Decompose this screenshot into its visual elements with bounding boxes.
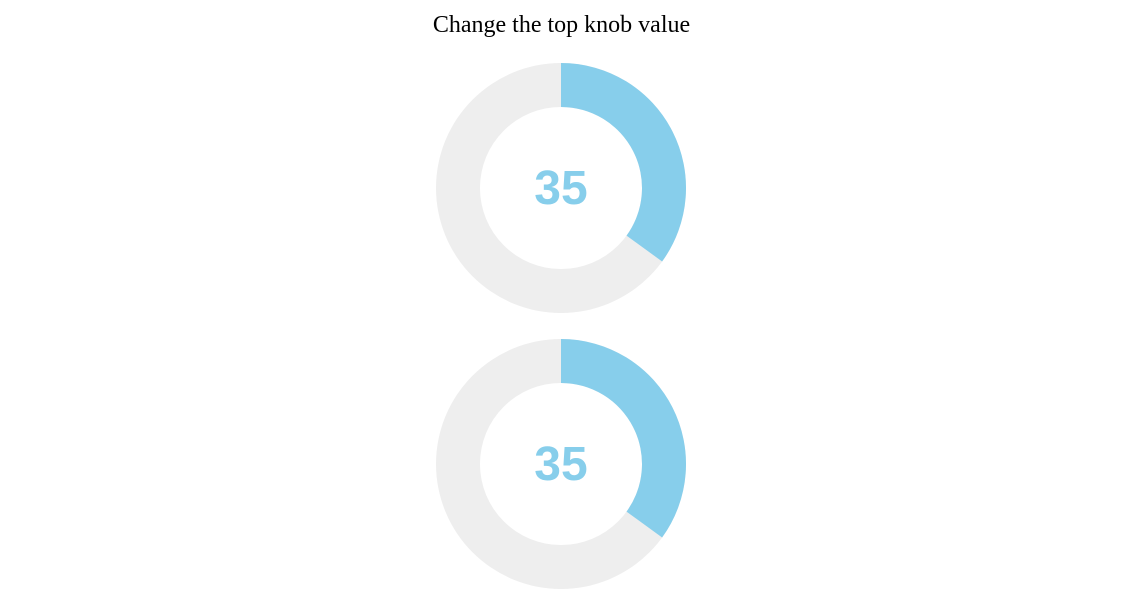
bottom-knob-fill-arc: [561, 339, 686, 538]
top-knob-dial[interactable]: [436, 63, 686, 313]
top-knob[interactable]: 35: [436, 63, 686, 313]
bottom-knob: 35: [436, 339, 686, 589]
page-title: Change the top knob value: [432, 12, 691, 38]
bottom-knob-value: 35: [534, 437, 588, 491]
bottom-knob-dial: [436, 339, 686, 589]
top-knob-value[interactable]: 35: [534, 161, 588, 215]
top-knob-fill-arc: [561, 63, 686, 262]
